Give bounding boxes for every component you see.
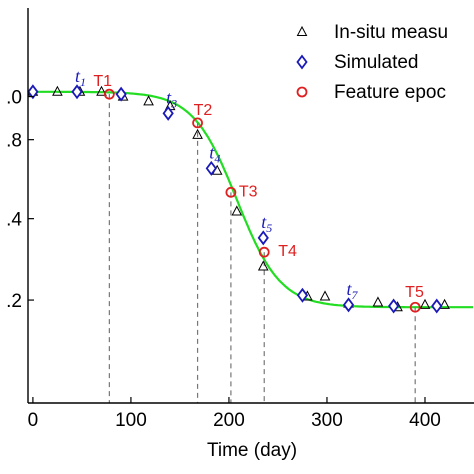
simulated-point xyxy=(342,297,355,313)
markers-layer xyxy=(27,84,450,314)
t-annotation-subscript: 3 xyxy=(170,96,177,110)
feature-epoch-label: T3 xyxy=(239,183,258,200)
feature-epoch-label: T2 xyxy=(194,102,213,119)
y-tick-label: .4 xyxy=(6,210,22,231)
simulated-point xyxy=(387,298,400,314)
t-annotation: t4 xyxy=(209,142,220,165)
simulated-point xyxy=(71,84,83,100)
in-situ-point xyxy=(439,298,450,309)
simulated-point xyxy=(296,287,309,303)
legend-simulated-marker xyxy=(296,54,308,70)
x-tick-label: 100 xyxy=(115,410,147,431)
simulated-point xyxy=(115,86,127,102)
in-situ-point xyxy=(231,205,243,216)
t-annotation-subscript: 7 xyxy=(352,288,359,302)
t-annotation-subscript: 5 xyxy=(266,221,272,235)
axes-layer: 0 100 200 300 400 .2 .4 .8 .0 xyxy=(6,8,474,431)
x-tick-label: 200 xyxy=(213,410,245,431)
feature-epoch-point xyxy=(258,246,270,258)
feature-epoch-point xyxy=(409,301,421,313)
x-tick-label: 300 xyxy=(311,410,343,431)
t-annotation: t7 xyxy=(347,279,359,302)
fitted-curve xyxy=(28,90,473,309)
simulated-point xyxy=(257,230,269,246)
in-situ-point xyxy=(143,95,154,106)
simulated-point xyxy=(162,105,174,121)
drop-lines-layer xyxy=(108,94,416,403)
legend-label: Feature epoc xyxy=(334,82,446,103)
x-tick-label: 0 xyxy=(28,410,39,431)
legend: In-situ measu Simulated Feature epoc xyxy=(296,22,448,103)
feature-epoch-label: T1 xyxy=(93,73,112,90)
in-situ-point xyxy=(257,260,269,271)
in-situ-point xyxy=(419,298,431,309)
fitted-curve-layer xyxy=(28,90,473,309)
legend-label: Simulated xyxy=(334,52,419,73)
t-annotation-subscript: 4 xyxy=(214,151,220,165)
t-annotation-subscript: 1 xyxy=(80,75,86,89)
x-tick-label: 400 xyxy=(409,410,441,431)
in-situ-point xyxy=(96,85,107,96)
t-annotation: t1 xyxy=(75,66,86,89)
feature-epoch-point xyxy=(192,117,203,129)
in-situ-point xyxy=(192,128,203,139)
feature-epoch-label: T4 xyxy=(278,243,297,260)
in-situ-point xyxy=(372,296,384,307)
y-tick-label: .8 xyxy=(6,131,22,152)
in-situ-point xyxy=(319,290,331,301)
feature-epoch-label: T5 xyxy=(405,284,424,301)
simulated-point xyxy=(27,84,39,100)
simulated-point xyxy=(205,160,217,176)
t-annotation: t3 xyxy=(166,87,177,110)
t-annotation: t5 xyxy=(261,212,272,235)
legend-in-situ-marker xyxy=(296,25,308,36)
y-tick-label: .0 xyxy=(6,88,22,109)
legend-feature-marker xyxy=(296,86,308,98)
in-situ-point xyxy=(52,85,63,96)
y-tick-label: .2 xyxy=(6,291,22,312)
legend-label: In-situ measu xyxy=(334,22,448,43)
x-axis-title: Time (day) xyxy=(207,440,297,461)
simulated-point xyxy=(431,298,443,314)
feature-epoch-point xyxy=(103,88,115,100)
feature-epoch-point xyxy=(225,186,237,198)
annotations-layer: T1 T2 T3 T4 T5 t1 t3 t4 t5 t7 xyxy=(75,66,424,302)
